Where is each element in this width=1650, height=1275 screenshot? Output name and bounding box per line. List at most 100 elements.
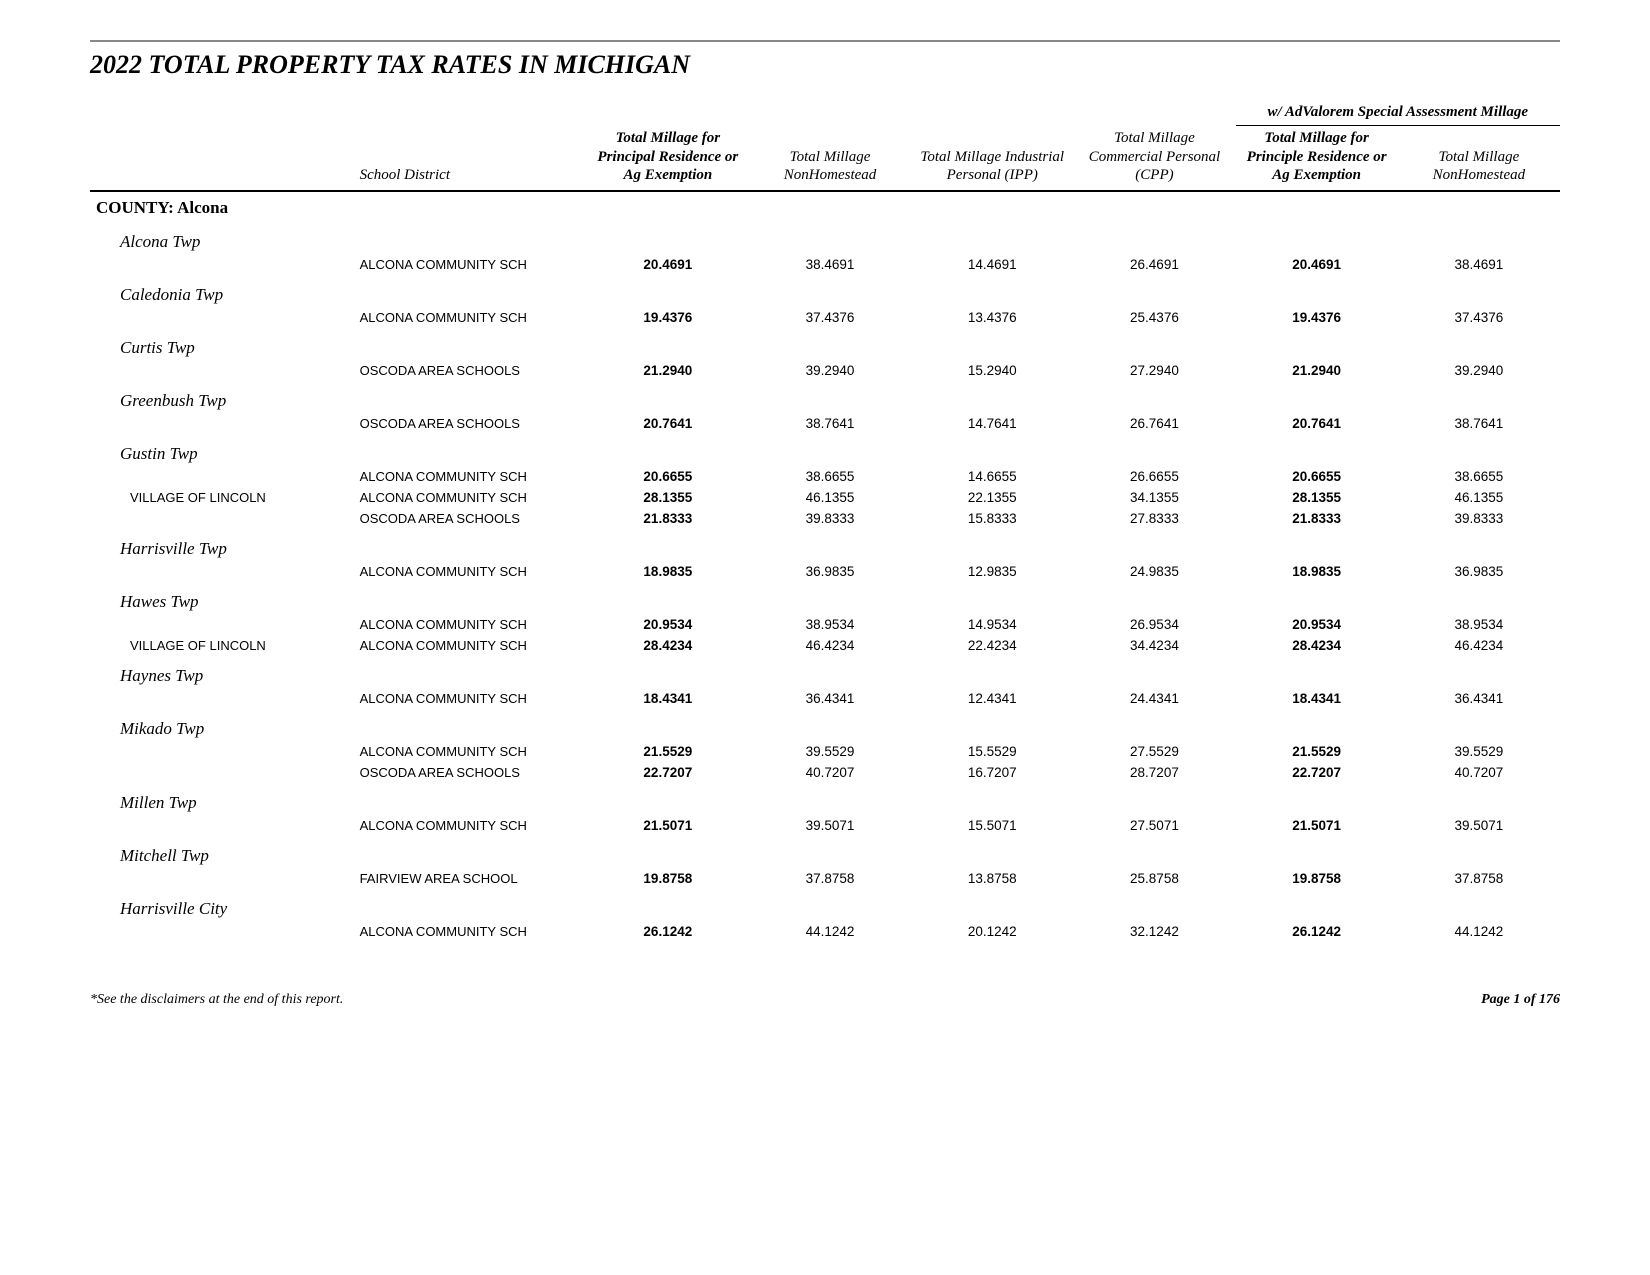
table-row: FAIRVIEW AREA SCHOOL19.875837.875813.875…	[90, 868, 1560, 889]
col-blank	[90, 125, 354, 188]
millage-cell: 46.4234	[1398, 635, 1560, 656]
millage-cell: 21.5529	[587, 741, 749, 762]
millage-cell: 38.6655	[749, 466, 911, 487]
millage-cell: 44.1242	[749, 921, 911, 942]
millage-cell: 27.2940	[1073, 360, 1235, 381]
col-4: Total Millage Commercial Personal (CPP)	[1073, 125, 1235, 188]
millage-cell: 12.4341	[911, 688, 1073, 709]
millage-cell: 20.6655	[587, 466, 749, 487]
millage-cell: 39.2940	[749, 360, 911, 381]
millage-cell: 37.8758	[749, 868, 911, 889]
millage-cell: 38.7641	[1398, 413, 1560, 434]
school-district-cell: OSCODA AREA SCHOOLS	[354, 762, 587, 783]
sub-unit-label	[90, 741, 354, 762]
millage-cell: 22.7207	[587, 762, 749, 783]
millage-cell: 39.5071	[749, 815, 911, 836]
col-5: Total Millage for Principle Residence or…	[1236, 125, 1398, 188]
millage-cell: 38.6655	[1398, 466, 1560, 487]
millage-cell: 36.9835	[749, 561, 911, 582]
millage-cell: 28.4234	[1236, 635, 1398, 656]
sub-unit-label: VILLAGE OF LINCOLN	[90, 635, 354, 656]
school-district-cell: ALCONA COMMUNITY SCH	[354, 921, 587, 942]
school-district-cell: OSCODA AREA SCHOOLS	[354, 360, 587, 381]
school-district-cell: ALCONA COMMUNITY SCH	[354, 635, 587, 656]
township-label: Harrisville City	[90, 889, 1560, 921]
township-label: Curtis Twp	[90, 328, 1560, 360]
millage-cell: 13.4376	[911, 307, 1073, 328]
sub-unit-label	[90, 508, 354, 529]
township-label: Mitchell Twp	[90, 836, 1560, 868]
col-1: Total Millage for Principal Residence or…	[587, 125, 749, 188]
millage-cell: 22.7207	[1236, 762, 1398, 783]
millage-cell: 26.1242	[1236, 921, 1398, 942]
millage-cell: 38.9534	[749, 614, 911, 635]
millage-cell: 39.5529	[1398, 741, 1560, 762]
millage-cell: 14.4691	[911, 254, 1073, 275]
table-row: ALCONA COMMUNITY SCH19.437637.437613.437…	[90, 307, 1560, 328]
tax-rates-table: w/ AdValorem Special Assessment Millage …	[90, 100, 1560, 942]
table-row: OSCODA AREA SCHOOLS21.833339.833315.8333…	[90, 508, 1560, 529]
millage-cell: 25.8758	[1073, 868, 1235, 889]
millage-cell: 20.9534	[587, 614, 749, 635]
top-rule	[90, 40, 1560, 42]
millage-cell: 26.1242	[587, 921, 749, 942]
table-row: ALCONA COMMUNITY SCH21.507139.507115.507…	[90, 815, 1560, 836]
millage-cell: 34.4234	[1073, 635, 1235, 656]
table-row: ALCONA COMMUNITY SCH18.983536.983512.983…	[90, 561, 1560, 582]
millage-cell: 20.9534	[1236, 614, 1398, 635]
millage-cell: 39.5071	[1398, 815, 1560, 836]
millage-cell: 13.8758	[911, 868, 1073, 889]
millage-cell: 15.8333	[911, 508, 1073, 529]
millage-cell: 21.8333	[1236, 508, 1398, 529]
millage-cell: 28.4234	[587, 635, 749, 656]
table-row: ALCONA COMMUNITY SCH21.552939.552915.552…	[90, 741, 1560, 762]
school-district-cell: FAIRVIEW AREA SCHOOL	[354, 868, 587, 889]
table-row: ALCONA COMMUNITY SCH18.434136.434112.434…	[90, 688, 1560, 709]
millage-cell: 37.8758	[1398, 868, 1560, 889]
school-district-cell: ALCONA COMMUNITY SCH	[354, 466, 587, 487]
millage-cell: 26.7641	[1073, 413, 1235, 434]
table-row: OSCODA AREA SCHOOLS21.294039.294015.2940…	[90, 360, 1560, 381]
table-row: ALCONA COMMUNITY SCH20.953438.953414.953…	[90, 614, 1560, 635]
millage-cell: 28.1355	[1236, 487, 1398, 508]
super-header: w/ AdValorem Special Assessment Millage	[1236, 100, 1560, 125]
table-row: ALCONA COMMUNITY SCH20.665538.665514.665…	[90, 466, 1560, 487]
millage-cell: 34.1355	[1073, 487, 1235, 508]
township-label: Alcona Twp	[90, 222, 1560, 254]
col-2: Total Millage NonHomestead	[749, 125, 911, 188]
millage-cell: 22.1355	[911, 487, 1073, 508]
footer-disclaimer: *See the disclaimers at the end of this …	[90, 992, 343, 1008]
millage-cell: 28.7207	[1073, 762, 1235, 783]
township-label: Hawes Twp	[90, 582, 1560, 614]
township-label: Caledonia Twp	[90, 275, 1560, 307]
col-6: Total Millage NonHomestead	[1398, 125, 1560, 188]
millage-cell: 26.9534	[1073, 614, 1235, 635]
sub-unit-label	[90, 254, 354, 275]
millage-cell: 18.4341	[1236, 688, 1398, 709]
millage-cell: 16.7207	[911, 762, 1073, 783]
millage-cell: 20.4691	[587, 254, 749, 275]
footer: *See the disclaimers at the end of this …	[90, 992, 1560, 1008]
millage-cell: 39.8333	[749, 508, 911, 529]
millage-cell: 32.1242	[1073, 921, 1235, 942]
millage-cell: 28.1355	[587, 487, 749, 508]
millage-cell: 21.2940	[587, 360, 749, 381]
footer-page: Page 1 of 176	[1481, 992, 1560, 1008]
sub-unit-label	[90, 815, 354, 836]
sub-unit-label	[90, 360, 354, 381]
school-district-cell: ALCONA COMMUNITY SCH	[354, 815, 587, 836]
table-row: OSCODA AREA SCHOOLS20.764138.764114.7641…	[90, 413, 1560, 434]
page-title: 2022 TOTAL PROPERTY TAX RATES IN MICHIGA…	[90, 50, 1560, 80]
millage-cell: 46.4234	[749, 635, 911, 656]
millage-cell: 14.9534	[911, 614, 1073, 635]
millage-cell: 36.4341	[749, 688, 911, 709]
millage-cell: 20.4691	[1236, 254, 1398, 275]
township-label: Haynes Twp	[90, 656, 1560, 688]
township-label: Greenbush Twp	[90, 381, 1560, 413]
millage-cell: 38.9534	[1398, 614, 1560, 635]
millage-cell: 46.1355	[1398, 487, 1560, 508]
millage-cell: 38.4691	[1398, 254, 1560, 275]
sub-unit-label	[90, 921, 354, 942]
millage-cell: 19.4376	[587, 307, 749, 328]
school-district-cell: ALCONA COMMUNITY SCH	[354, 561, 587, 582]
